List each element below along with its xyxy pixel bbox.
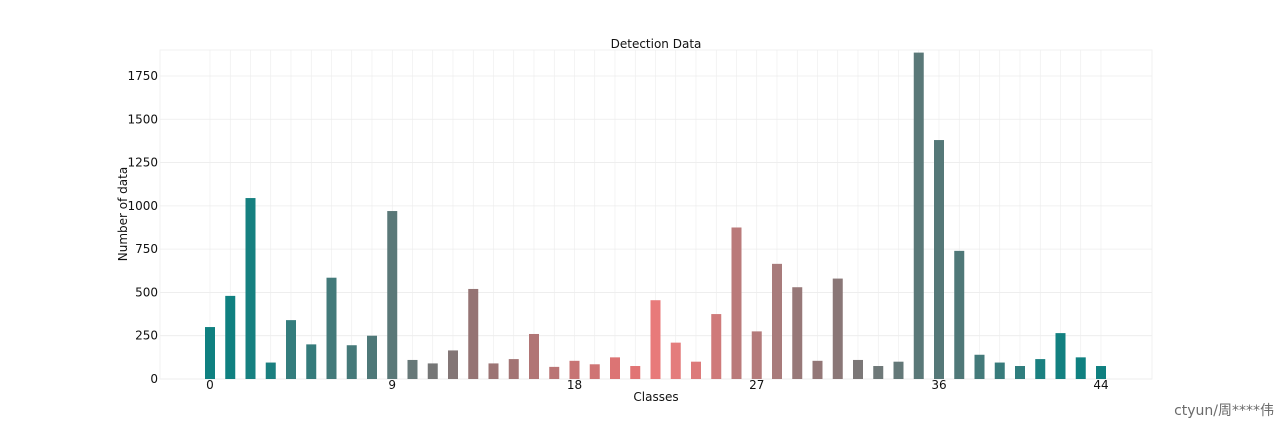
bar-class-35 bbox=[913, 52, 924, 379]
bar-class-37 bbox=[954, 250, 965, 379]
watermark: ctyun/周****伟 bbox=[1174, 403, 1274, 419]
y-tick-label: 1250 bbox=[127, 156, 158, 170]
bar-class-26 bbox=[731, 227, 742, 379]
y-tick-label: 750 bbox=[135, 242, 158, 256]
y-tick-label: 500 bbox=[135, 285, 158, 299]
bar-class-31 bbox=[832, 278, 843, 379]
bar-class-32 bbox=[853, 359, 863, 379]
bar-class-15 bbox=[508, 359, 519, 379]
bar-class-41 bbox=[1035, 359, 1046, 379]
bars bbox=[205, 52, 1106, 379]
bar-class-12 bbox=[448, 350, 458, 379]
y-tick-label: 1000 bbox=[127, 199, 158, 213]
bar-class-4 bbox=[286, 320, 296, 379]
bar-class-19 bbox=[589, 364, 600, 379]
bar-class-3 bbox=[265, 362, 276, 379]
x-tick-label: 36 bbox=[931, 378, 946, 392]
bar-class-6 bbox=[326, 277, 337, 379]
bar-class-7 bbox=[346, 345, 357, 379]
x-tick-label: 44 bbox=[1093, 378, 1108, 392]
bar-class-23 bbox=[670, 342, 681, 379]
bar-class-38 bbox=[974, 354, 985, 379]
x-tick-label: 9 bbox=[388, 378, 396, 392]
y-tick-label: 0 bbox=[150, 372, 158, 386]
bar-class-11 bbox=[427, 363, 438, 379]
chart-title: Detection Data bbox=[611, 37, 702, 51]
bar-class-0 bbox=[205, 327, 215, 379]
bar-class-27 bbox=[751, 331, 762, 379]
bar-class-17 bbox=[549, 366, 560, 379]
bar-class-39 bbox=[994, 362, 1005, 379]
x-tick-label: 18 bbox=[567, 378, 582, 392]
bar-class-25 bbox=[711, 314, 722, 379]
y-tick-label: 250 bbox=[135, 329, 158, 343]
bar-class-21 bbox=[630, 366, 641, 379]
bar-class-22 bbox=[650, 300, 661, 379]
y-tick-label: 1750 bbox=[127, 69, 158, 83]
bar-class-8 bbox=[367, 335, 377, 379]
bar-class-24 bbox=[691, 361, 701, 379]
bar-class-43 bbox=[1075, 357, 1086, 379]
bar-class-34 bbox=[893, 361, 904, 379]
x-axis-ticks: 0 9 18 27 36 44 bbox=[206, 378, 1108, 392]
y-tick-label: 1500 bbox=[127, 112, 158, 126]
x-tick-label: 0 bbox=[206, 378, 214, 392]
x-axis-label: Classes bbox=[633, 390, 678, 404]
y-axis-ticks: 0 250 500 750 1000 1250 1500 1750 bbox=[127, 69, 158, 386]
bar-class-36 bbox=[934, 140, 944, 379]
bar-class-20 bbox=[610, 357, 620, 379]
bar-class-28 bbox=[772, 263, 782, 379]
bar-class-30 bbox=[812, 360, 823, 379]
x-tick-label: 27 bbox=[749, 378, 764, 392]
bar-class-1 bbox=[225, 295, 236, 379]
bar-class-44 bbox=[1096, 366, 1106, 379]
y-axis-label: Number of data bbox=[116, 167, 130, 261]
bar-class-14 bbox=[488, 363, 499, 379]
bar-class-18 bbox=[569, 360, 580, 379]
bar-class-10 bbox=[407, 359, 418, 379]
bar-class-5 bbox=[306, 344, 317, 379]
bar-class-9 bbox=[387, 211, 398, 379]
bar-class-42 bbox=[1055, 333, 1066, 379]
bar-class-29 bbox=[792, 287, 803, 379]
bar-class-16 bbox=[529, 333, 539, 379]
bar-class-40 bbox=[1015, 366, 1025, 379]
bar-class-13 bbox=[468, 288, 479, 379]
bar-class-33 bbox=[873, 366, 884, 379]
bar-class-2 bbox=[245, 198, 256, 379]
